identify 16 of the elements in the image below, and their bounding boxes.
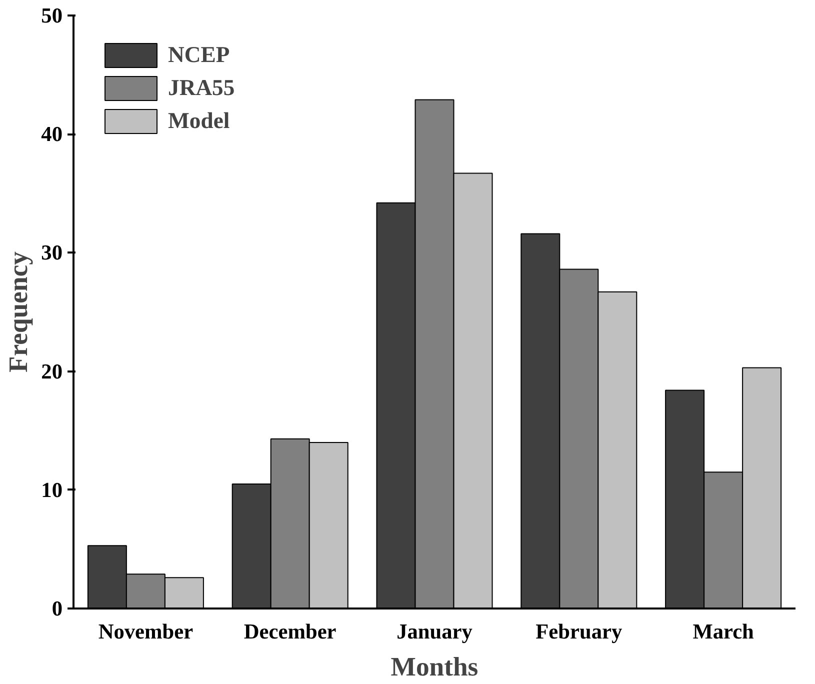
legend-label: Model bbox=[168, 108, 230, 134]
legend-label: NCEP bbox=[168, 42, 230, 68]
y-axis-title: Frequency bbox=[3, 250, 34, 372]
y-tick-label: 0 bbox=[52, 596, 63, 620]
y-tick-label: 10 bbox=[41, 478, 62, 502]
y-tick-label: 50 bbox=[41, 4, 62, 28]
y-tick-label: 30 bbox=[41, 240, 62, 265]
x-axis-title: Months bbox=[390, 652, 478, 682]
x-tick-label: December bbox=[244, 620, 337, 644]
x-tick-label: February bbox=[536, 620, 622, 644]
x-tick-label: March bbox=[692, 620, 754, 644]
legend-label: JRA55 bbox=[168, 75, 235, 101]
y-tick-label: 40 bbox=[41, 122, 62, 146]
x-tick-label: January bbox=[396, 620, 473, 644]
y-tick-label: 20 bbox=[41, 359, 62, 384]
x-tick-label: November bbox=[98, 620, 194, 644]
